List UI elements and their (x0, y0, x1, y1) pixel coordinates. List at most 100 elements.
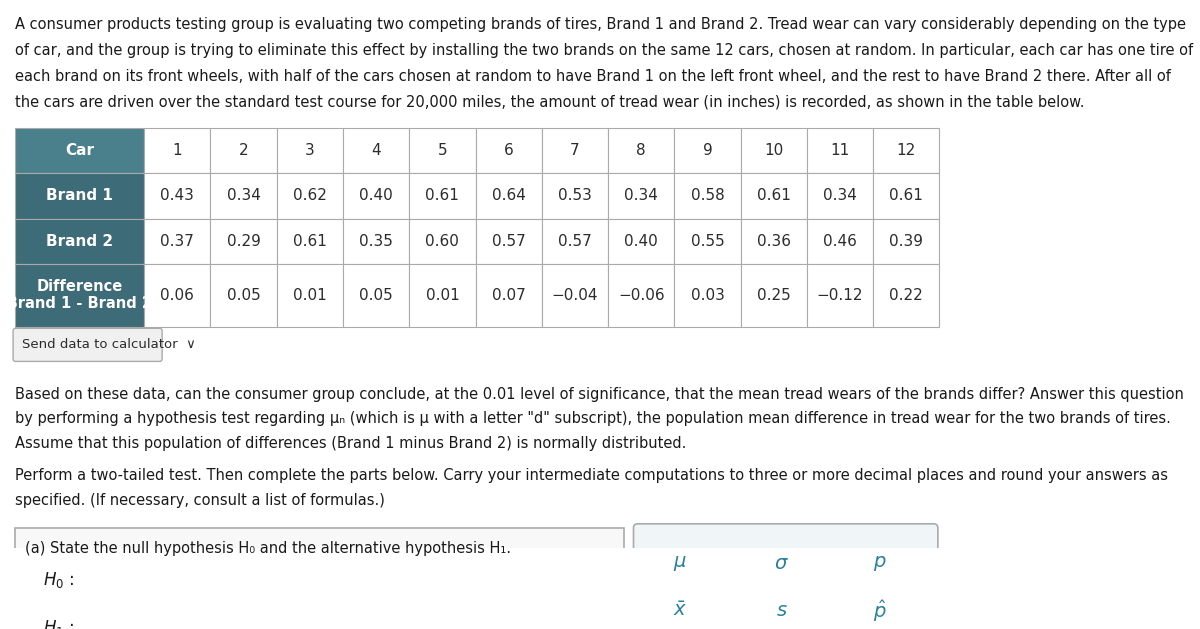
FancyBboxPatch shape (101, 569, 137, 592)
FancyBboxPatch shape (674, 128, 740, 174)
FancyBboxPatch shape (475, 174, 542, 219)
Text: 10: 10 (764, 143, 784, 158)
Text: 8: 8 (636, 143, 646, 158)
FancyBboxPatch shape (674, 264, 740, 326)
Text: 0.64: 0.64 (492, 189, 526, 203)
Text: 0.60: 0.60 (426, 234, 460, 248)
FancyBboxPatch shape (542, 219, 608, 264)
Text: of car, and the group is trying to eliminate this effect by installing the two b: of car, and the group is trying to elimi… (16, 43, 1194, 58)
Text: 0.61: 0.61 (757, 189, 791, 203)
FancyBboxPatch shape (277, 219, 343, 264)
Text: specified. (If necessary, consult a list of formulas.): specified. (If necessary, consult a list… (16, 493, 385, 508)
Text: 0.07: 0.07 (492, 287, 526, 303)
FancyBboxPatch shape (874, 128, 940, 174)
FancyBboxPatch shape (277, 264, 343, 326)
Text: 0.34: 0.34 (823, 189, 857, 203)
Text: 11: 11 (830, 143, 850, 158)
FancyBboxPatch shape (409, 219, 475, 264)
Text: −0.04: −0.04 (552, 287, 598, 303)
FancyBboxPatch shape (740, 128, 806, 174)
FancyBboxPatch shape (409, 174, 475, 219)
Text: 9: 9 (703, 143, 713, 158)
FancyBboxPatch shape (865, 628, 893, 629)
Text: Based on these data, can the consumer group conclude, at the 0.01 level of signi: Based on these data, can the consumer gr… (16, 387, 1184, 402)
Text: $p$: $p$ (872, 554, 886, 572)
FancyBboxPatch shape (409, 264, 475, 326)
FancyBboxPatch shape (277, 128, 343, 174)
Text: Difference
(Brand 1 - Brand 2): Difference (Brand 1 - Brand 2) (0, 279, 160, 311)
FancyBboxPatch shape (277, 174, 343, 219)
Text: $\hat{p}$: $\hat{p}$ (872, 598, 886, 624)
Text: $\sigma$: $\sigma$ (774, 554, 790, 572)
FancyBboxPatch shape (16, 528, 624, 629)
FancyBboxPatch shape (101, 617, 137, 629)
FancyBboxPatch shape (634, 524, 938, 629)
Text: Assume that this population of differences (Brand 1 minus Brand 2) is normally d: Assume that this population of differenc… (16, 437, 686, 451)
FancyBboxPatch shape (740, 174, 806, 219)
Text: 12: 12 (896, 143, 916, 158)
Text: 0.40: 0.40 (359, 189, 394, 203)
FancyBboxPatch shape (874, 174, 940, 219)
FancyBboxPatch shape (210, 174, 277, 219)
FancyBboxPatch shape (874, 219, 940, 264)
FancyBboxPatch shape (475, 264, 542, 326)
Text: 0.34: 0.34 (227, 189, 260, 203)
Text: (a) State the null hypothesis H₀ and the alternative hypothesis H₁.: (a) State the null hypothesis H₀ and the… (25, 541, 511, 556)
Text: 4: 4 (371, 143, 380, 158)
Text: 0.40: 0.40 (624, 234, 658, 248)
Text: 2: 2 (239, 143, 248, 158)
Text: by performing a hypothesis test regarding μₙ (which is μ with a letter "d" subsc: by performing a hypothesis test regardin… (16, 411, 1171, 426)
FancyBboxPatch shape (475, 128, 542, 174)
Text: 0.01: 0.01 (426, 287, 460, 303)
Text: 0.36: 0.36 (757, 234, 791, 248)
Text: 0.61: 0.61 (293, 234, 326, 248)
FancyBboxPatch shape (542, 264, 608, 326)
FancyBboxPatch shape (16, 219, 144, 264)
FancyBboxPatch shape (210, 264, 277, 326)
FancyBboxPatch shape (475, 219, 542, 264)
FancyBboxPatch shape (806, 219, 874, 264)
Text: Send data to calculator  ∨: Send data to calculator ∨ (22, 338, 196, 352)
Text: each brand on its front wheels, with half of the cars chosen at random to have B: each brand on its front wheels, with hal… (16, 69, 1171, 84)
Text: Car: Car (65, 143, 95, 158)
Text: 0.55: 0.55 (691, 234, 725, 248)
FancyBboxPatch shape (806, 174, 874, 219)
FancyBboxPatch shape (608, 174, 674, 219)
Text: $H_1$ :: $H_1$ : (43, 618, 74, 629)
FancyBboxPatch shape (144, 128, 210, 174)
FancyBboxPatch shape (608, 219, 674, 264)
Text: 0.62: 0.62 (293, 189, 326, 203)
FancyBboxPatch shape (144, 264, 210, 326)
Text: 0.46: 0.46 (823, 234, 857, 248)
FancyBboxPatch shape (16, 264, 144, 326)
Text: Brand 1: Brand 1 (47, 189, 113, 203)
FancyBboxPatch shape (409, 128, 475, 174)
Text: 0.57: 0.57 (558, 234, 592, 248)
Text: 0.06: 0.06 (161, 287, 194, 303)
Text: 7: 7 (570, 143, 580, 158)
FancyBboxPatch shape (343, 128, 409, 174)
Text: Perform a two-tailed test. Then complete the parts below. Carry your intermediat: Perform a two-tailed test. Then complete… (16, 468, 1169, 483)
FancyBboxPatch shape (542, 128, 608, 174)
FancyBboxPatch shape (740, 264, 806, 326)
Text: 0.53: 0.53 (558, 189, 592, 203)
Text: 1: 1 (173, 143, 182, 158)
Text: 5: 5 (438, 143, 448, 158)
Text: 0.58: 0.58 (691, 189, 725, 203)
FancyBboxPatch shape (806, 264, 874, 326)
Text: 0.29: 0.29 (227, 234, 260, 248)
FancyBboxPatch shape (13, 328, 162, 362)
FancyBboxPatch shape (210, 219, 277, 264)
FancyBboxPatch shape (674, 174, 740, 219)
Text: $\mu$: $\mu$ (673, 554, 688, 572)
FancyBboxPatch shape (144, 219, 210, 264)
Text: 0.37: 0.37 (161, 234, 194, 248)
Text: the cars are driven over the standard test course for 20,000 miles, the amount o: the cars are driven over the standard te… (16, 95, 1085, 110)
Text: A consumer products testing group is evaluating two competing brands of tires, B: A consumer products testing group is eva… (16, 16, 1187, 31)
FancyBboxPatch shape (343, 219, 409, 264)
Text: 0.05: 0.05 (359, 287, 394, 303)
Text: $s$: $s$ (776, 601, 787, 620)
Text: 0.61: 0.61 (426, 189, 460, 203)
FancyBboxPatch shape (666, 628, 695, 629)
FancyBboxPatch shape (210, 128, 277, 174)
